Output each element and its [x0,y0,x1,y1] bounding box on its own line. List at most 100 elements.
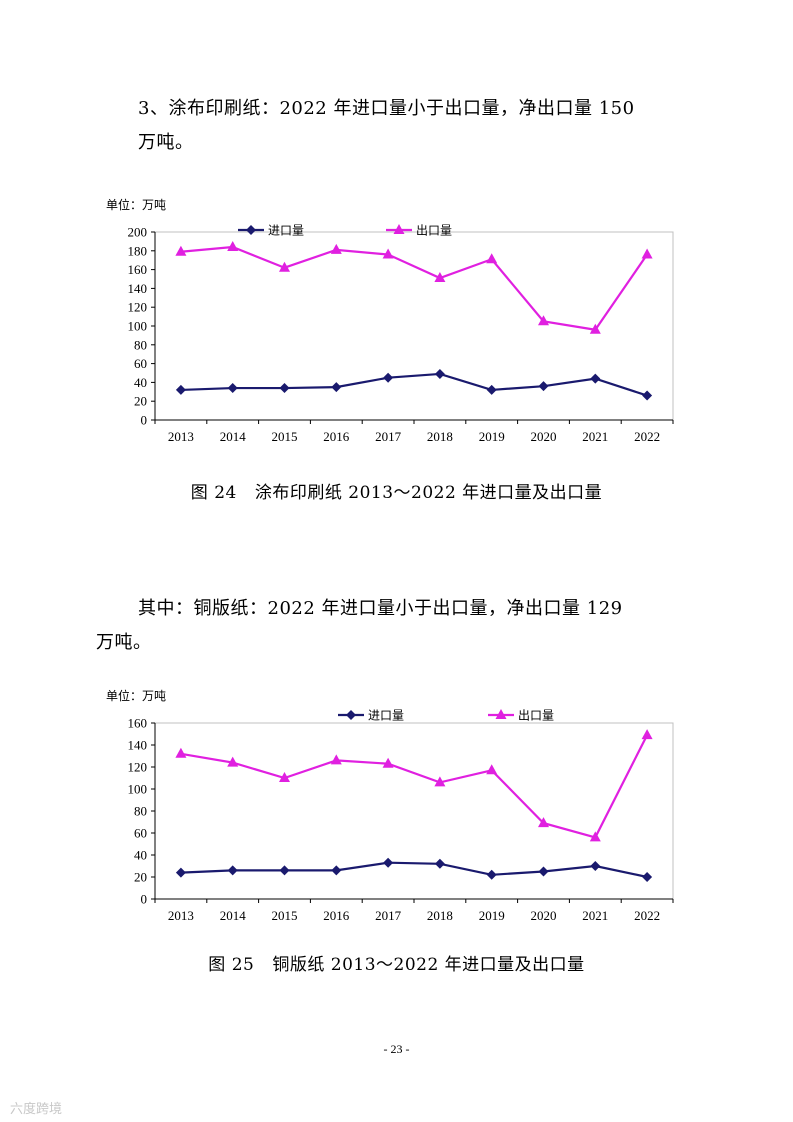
caption-number: 图 25 [208,955,255,975]
x-tick-label: 2018 [427,908,453,923]
y-tick-label: 200 [128,225,148,240]
export-point [434,272,446,283]
legend-marker [346,710,356,720]
x-tick-label: 2017 [375,429,402,444]
import-point [175,384,186,395]
export-point [589,323,601,334]
y-tick-label: 0 [141,892,148,907]
export-point [175,245,187,256]
import-point [486,384,497,395]
y-tick-label: 0 [141,413,148,428]
legend-marker [246,225,256,235]
import-point [642,390,653,401]
export-series-line [180,734,649,839]
export-point [330,754,342,765]
legend-marker [393,224,405,234]
export-point [227,241,239,252]
export-point [538,817,549,828]
y-tick-label: 160 [128,716,148,731]
x-tick-label: 2019 [479,908,505,923]
y-tick-label: 20 [134,870,147,885]
x-tick-label: 2019 [479,429,505,444]
y-tick-label: 100 [128,319,148,334]
legend-label: 进口量 [368,709,404,723]
legend-label: 出口量 [416,224,452,238]
export-point [538,315,549,326]
export-point [330,243,342,254]
export-series-line [180,245,649,331]
y-tick-label: 80 [134,337,147,352]
import-point [538,381,549,392]
legend-label: 进口量 [268,224,304,238]
import-point [434,368,445,379]
paragraph-line: 3、涂布印刷纸：2022 年进口量小于出口量，净出口量 150 [138,98,635,119]
y-tick-label: 140 [128,738,148,753]
x-tick-label: 2017 [375,908,402,923]
export-point [279,772,290,782]
x-tick-label: 2013 [168,908,194,923]
paragraph-coated-paper: 3、涂布印刷纸：2022 年进口量小于出口量，净出口量 150 万吨。 [138,92,698,160]
chart-coated-paper: 单位：万吨 0 20 40 60 80 100 120 140 160 180 200 2013 201… [0,190,793,460]
x-tick-label: 2021 [582,429,608,444]
y-tick-label: 40 [134,375,147,390]
export-point [227,756,239,767]
import-point [175,867,186,878]
y-tick-label: 60 [134,356,147,371]
import-point [331,865,342,876]
import-point [331,382,342,393]
import-point [642,872,653,882]
x-tick-label: 2020 [531,429,557,444]
export-point [175,747,187,758]
caption-text: 铜版纸 2013～2022 年进口量及出口量 [272,955,585,975]
paragraph-line: 其中：铜版纸：2022 年进口量小于出口量，净出口量 129 [138,598,623,619]
x-tick-label: 2021 [582,908,608,923]
caption-text: 涂布印刷纸 2013～2022 年进口量及出口量 [254,483,603,503]
unit-label: 单位：万吨 [106,198,167,212]
export-point [382,757,394,768]
chart-svg: 0 20 40 60 80 100 120 140 160 180 200 2013 2014 2015 2… [128,224,674,444]
paragraph-coated-art-paper: 其中：铜版纸：2022 年进口量小于出口量，净出口量 129 万吨。 [96,592,698,660]
import-point [279,865,290,876]
paragraph-line: 万吨。 [138,132,194,153]
watermark: 六度跨境 [10,1102,63,1117]
x-tick-label: 2015 [272,429,298,444]
import-point [227,865,238,876]
export-point [641,729,653,740]
legend-marker [495,709,507,719]
import-point [279,383,290,394]
import-series-line [180,861,648,879]
y-tick-label: 20 [134,394,147,409]
x-tick-label: 2015 [272,908,298,923]
export-point [486,764,498,775]
x-tick-label: 2013 [168,429,194,444]
y-tick-label: 60 [134,826,147,841]
y-tick-label: 140 [128,281,148,296]
x-tick-label: 2014 [220,908,247,923]
import-point [383,372,394,383]
y-tick-label: 120 [128,760,148,775]
x-tick-label: 2022 [634,908,660,923]
import-series-line [180,372,648,397]
y-tick-label: 80 [134,804,147,819]
chart-coated-art-paper: 单位：万吨 0 20 40 60 80 100 120 140 160 2013 2014 2015 2… [0,683,793,928]
y-tick-label: 160 [128,262,148,277]
import-point [590,373,601,384]
export-point [486,253,498,264]
paragraph-line: 万吨。 [96,632,152,653]
x-tick-label: 2022 [634,429,660,444]
figure-caption: 图 25 铜版纸 2013～2022 年进口量及出口量 [0,950,793,975]
export-point [641,248,653,259]
unit-label: 单位：万吨 [106,689,167,703]
import-point [486,869,497,880]
y-tick-label: 100 [128,782,148,797]
export-point [279,261,290,272]
import-point [383,857,394,868]
figure-caption: 图 24 涂布印刷纸 2013～2022 年进口量及出口量 [0,478,793,503]
chart-svg: 0 20 40 60 80 100 120 140 160 2013 2014 2015 2016 201… [128,709,674,923]
import-point [538,866,549,877]
y-tick-label: 40 [134,848,147,863]
y-tick-label: 120 [128,300,148,315]
y-tick-label: 180 [128,243,148,258]
export-point [589,831,601,842]
x-tick-label: 2020 [531,908,557,923]
